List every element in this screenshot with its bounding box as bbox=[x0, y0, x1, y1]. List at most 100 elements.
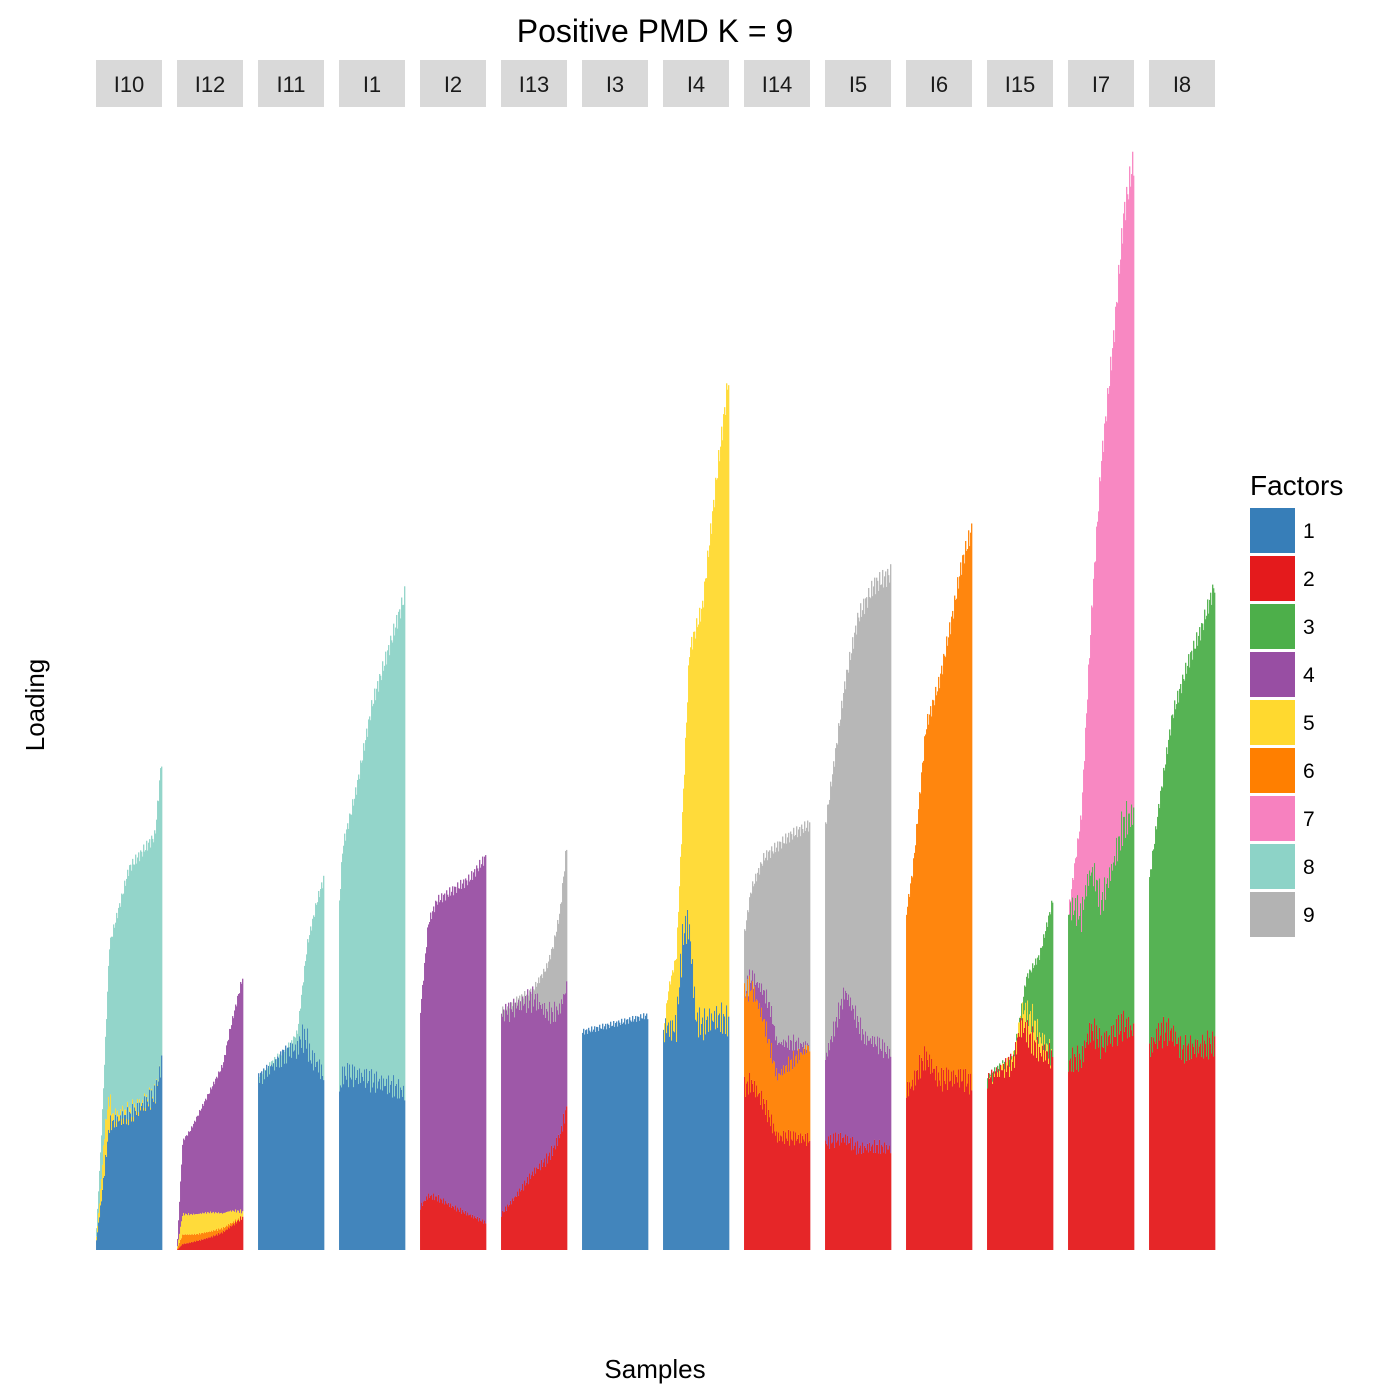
bar-segment-factor-4 bbox=[778, 1042, 780, 1074]
strip-label: I7 bbox=[1092, 72, 1110, 97]
strip-i10: I10 bbox=[96, 60, 162, 107]
bar-segment-factor-4 bbox=[540, 1004, 542, 1171]
bar-segment-factor-2 bbox=[203, 1239, 205, 1250]
bar-segment-factor-8 bbox=[127, 869, 129, 1102]
bar-segment-factor-5 bbox=[229, 1211, 231, 1226]
bar-segment-factor-3 bbox=[1119, 836, 1121, 1035]
legend-label: 2 bbox=[1303, 568, 1315, 591]
bar-segment-factor-4 bbox=[753, 988, 755, 1002]
bar-segment-factor-1 bbox=[128, 1125, 130, 1250]
bar-segment-factor-9 bbox=[807, 820, 809, 1044]
bar-segment-factor-1 bbox=[636, 1021, 638, 1250]
bar-segment-factor-4 bbox=[746, 990, 748, 994]
bar-segment-factor-5 bbox=[153, 1100, 155, 1102]
bar-segment-factor-4 bbox=[231, 1025, 233, 1212]
bar-segment-factor-1 bbox=[403, 1085, 405, 1250]
bar-segment-factor-1 bbox=[595, 1031, 597, 1250]
bar-segment-factor-4 bbox=[189, 1132, 191, 1216]
bar-segment-factor-5 bbox=[685, 737, 687, 916]
bar-segment-factor-8 bbox=[376, 688, 378, 1072]
bar-segment-factor-3 bbox=[1004, 1061, 1006, 1070]
bar-segment-factor-2 bbox=[767, 1122, 769, 1250]
bar-segment-factor-5 bbox=[1022, 1002, 1024, 1019]
bar-segment-factor-8 bbox=[142, 856, 144, 1100]
bar-segment-factor-4 bbox=[863, 1034, 865, 1153]
bar-segment-factor-8 bbox=[156, 819, 158, 1080]
bar-segment-factor-2 bbox=[199, 1239, 201, 1250]
bar-segment-factor-2 bbox=[1072, 1047, 1074, 1250]
bar-segment-factor-2 bbox=[238, 1219, 240, 1250]
bar-segment-factor-5 bbox=[714, 507, 716, 1011]
bar-segment-factor-1 bbox=[279, 1067, 281, 1250]
bar-segment-factor-6 bbox=[186, 1234, 188, 1244]
bar-segment-factor-1 bbox=[288, 1047, 290, 1250]
bar-segment-factor-3 bbox=[1127, 834, 1129, 1039]
bar-segment-factor-2 bbox=[1102, 1047, 1104, 1250]
bar-segment-factor-2 bbox=[831, 1143, 833, 1250]
bar-segment-factor-4 bbox=[470, 879, 472, 1215]
bar-segment-factor-2 bbox=[1191, 1058, 1193, 1250]
bar-segment-factor-1 bbox=[267, 1076, 269, 1250]
bar-segment-factor-4 bbox=[562, 1003, 564, 1132]
bar-segment-factor-2 bbox=[1104, 1032, 1106, 1250]
bar-segment-factor-5 bbox=[124, 1109, 126, 1116]
bar-segment-factor-2 bbox=[750, 1092, 752, 1250]
bar-segment-factor-2 bbox=[878, 1153, 880, 1250]
bar-segment-factor-5 bbox=[688, 665, 690, 940]
bar-segment-factor-2 bbox=[906, 1097, 908, 1250]
bar-segment-factor-4 bbox=[772, 1023, 774, 1064]
bar-segment-factor-1 bbox=[114, 1127, 116, 1250]
bar-segment-factor-7 bbox=[1099, 477, 1101, 879]
bar-segment-factor-2 bbox=[970, 1073, 972, 1250]
bar-segment-factor-6 bbox=[183, 1234, 185, 1245]
bar-segment-factor-1 bbox=[387, 1094, 389, 1250]
bar-segment-factor-1 bbox=[705, 1034, 707, 1250]
bar-segment-factor-5 bbox=[190, 1214, 192, 1235]
bar-segment-factor-9 bbox=[778, 851, 780, 1043]
legend-label: 9 bbox=[1303, 904, 1315, 927]
bar-segment-factor-2 bbox=[467, 1212, 469, 1250]
bar-segment-factor-2 bbox=[484, 1220, 486, 1250]
bar-segment-factor-6 bbox=[953, 618, 955, 1071]
bar-segment-factor-2 bbox=[445, 1201, 447, 1250]
bar-segment-factor-4 bbox=[530, 991, 532, 1180]
bar-segment-factor-2 bbox=[1073, 1071, 1075, 1250]
bar-segment-factor-2 bbox=[1125, 1026, 1127, 1250]
bar-segment-factor-5 bbox=[141, 1102, 143, 1106]
bar-segment-factor-2 bbox=[840, 1132, 842, 1250]
bar-segment-factor-5 bbox=[669, 981, 671, 1037]
bar-segment-factor-5 bbox=[136, 1111, 138, 1115]
bar-segment-factor-4 bbox=[521, 1010, 523, 1190]
bar-segment-factor-3 bbox=[1151, 869, 1153, 1037]
bar-segment-factor-8 bbox=[404, 586, 406, 1101]
bar-segment-factor-2 bbox=[549, 1152, 551, 1250]
bar-segment-factor-5 bbox=[672, 970, 674, 1021]
bar-segment-factor-3 bbox=[1105, 899, 1107, 1053]
bar-segment-factor-2 bbox=[911, 1086, 913, 1250]
bar-segment-factor-3 bbox=[1169, 729, 1171, 1041]
panel-i11 bbox=[258, 875, 325, 1250]
bar-segment-factor-8 bbox=[353, 805, 355, 1088]
bar-segment-factor-5 bbox=[232, 1210, 234, 1223]
bar-segment-factor-1 bbox=[675, 1014, 677, 1250]
bar-segment-factor-8 bbox=[143, 844, 145, 1108]
bar-segment-factor-6 bbox=[800, 1052, 802, 1134]
bar-segment-factor-8 bbox=[350, 814, 352, 1078]
bar-segment-factor-2 bbox=[1023, 1032, 1025, 1250]
bar-segment-factor-1 bbox=[642, 1018, 644, 1250]
bar-segment-factor-2 bbox=[1095, 1049, 1097, 1250]
bar-segment-factor-9 bbox=[852, 637, 854, 1006]
bar-segment-factor-1 bbox=[619, 1022, 621, 1250]
bar-segment-factor-4 bbox=[854, 1019, 856, 1146]
bar-segment-factor-8 bbox=[304, 965, 306, 1029]
bar-segment-factor-9 bbox=[777, 841, 779, 1046]
bar-segment-factor-9 bbox=[861, 616, 863, 1041]
bar-segment-factor-4 bbox=[855, 1005, 857, 1143]
bar-segment-factor-2 bbox=[1087, 1033, 1089, 1250]
legend-swatch bbox=[1250, 892, 1295, 937]
bar-segment-factor-9 bbox=[809, 822, 811, 1052]
bar-segment-factor-8 bbox=[368, 719, 370, 1082]
bar-segment-factor-1 bbox=[592, 1031, 594, 1250]
bar-segment-factor-6 bbox=[940, 673, 942, 1086]
bar-segment-factor-4 bbox=[766, 989, 768, 1022]
